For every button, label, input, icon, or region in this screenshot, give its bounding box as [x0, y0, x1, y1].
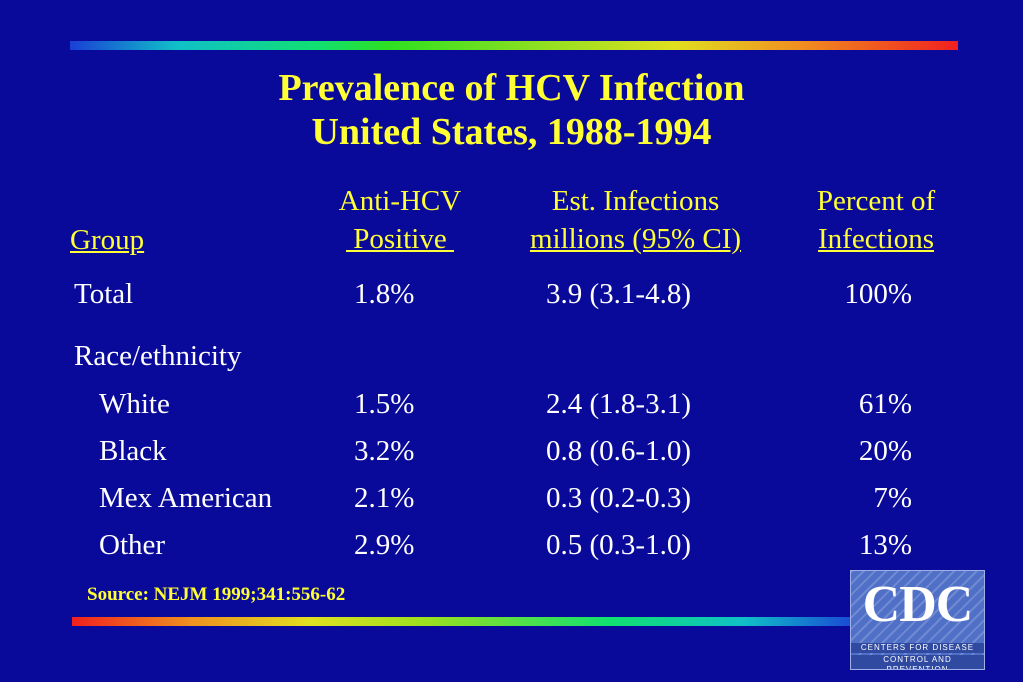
cdc-logo-letters: CDC: [862, 576, 974, 633]
cell-anti: 1.8%: [354, 278, 415, 310]
cell-anti: 2.1%: [354, 482, 415, 514]
source-citation: Source: NEJM 1999;341:556-62: [87, 584, 346, 605]
cell-group: Total: [74, 278, 134, 310]
header-group-label: Group: [70, 224, 145, 256]
header-anti-hcv-line1: Anti-HCV: [338, 185, 462, 217]
cell-group: Black: [99, 435, 167, 467]
cell-pct: 20%: [858, 435, 912, 467]
header-anti-hcv: Anti-HCV Positive: [320, 182, 480, 258]
cdc-logo: CDC CENTERS FOR DISEASE CONTROL AND PREV…: [850, 570, 985, 670]
cell-group: Other: [99, 529, 166, 561]
header-pct-line2: Infections: [818, 223, 934, 255]
cell-est: 0.3 (0.2-0.3): [546, 482, 691, 514]
cell-group: Race/ethnicity: [74, 340, 242, 372]
cell-est: 3.9 (3.1-4.8): [546, 278, 691, 310]
top-gradient-bar: [70, 41, 958, 50]
cdc-logo-line1: CENTERS FOR DISEASE: [851, 643, 984, 653]
header-est-infections: Est. Infections millions (95% CI): [498, 182, 773, 258]
cell-est: 2.4 (1.8-3.1): [546, 388, 691, 420]
cell-group: Mex American: [99, 482, 273, 514]
cell-anti: 1.5%: [354, 388, 415, 420]
cell-group: White: [99, 388, 170, 420]
header-anti-hcv-line2: Positive: [346, 223, 454, 255]
slide-title: Prevalence of HCV Infection United State…: [0, 66, 1023, 154]
header-percent: Percent of Infections: [796, 182, 956, 258]
cdc-logo-line2: CONTROL AND PREVENTION: [851, 655, 984, 669]
cell-est: 0.5 (0.3-1.0): [546, 529, 691, 561]
header-group: Group: [70, 221, 144, 259]
header-est-line1: Est. Infections: [551, 185, 720, 217]
bottom-gradient-bar: [72, 617, 862, 626]
cell-pct: 13%: [858, 529, 912, 561]
cell-anti: 3.2%: [354, 435, 415, 467]
cell-anti: 2.9%: [354, 529, 415, 561]
cell-pct: 61%: [858, 388, 912, 420]
title-line-2: United States, 1988-1994: [311, 111, 712, 153]
header-pct-line1: Percent of: [816, 185, 936, 217]
cell-pct: 7%: [873, 482, 912, 514]
cell-est: 0.8 (0.6-1.0): [546, 435, 691, 467]
header-est-line2: millions (95% CI): [529, 223, 742, 255]
title-line-1: Prevalence of HCV Infection: [278, 67, 745, 109]
cell-pct: 100%: [844, 278, 912, 310]
